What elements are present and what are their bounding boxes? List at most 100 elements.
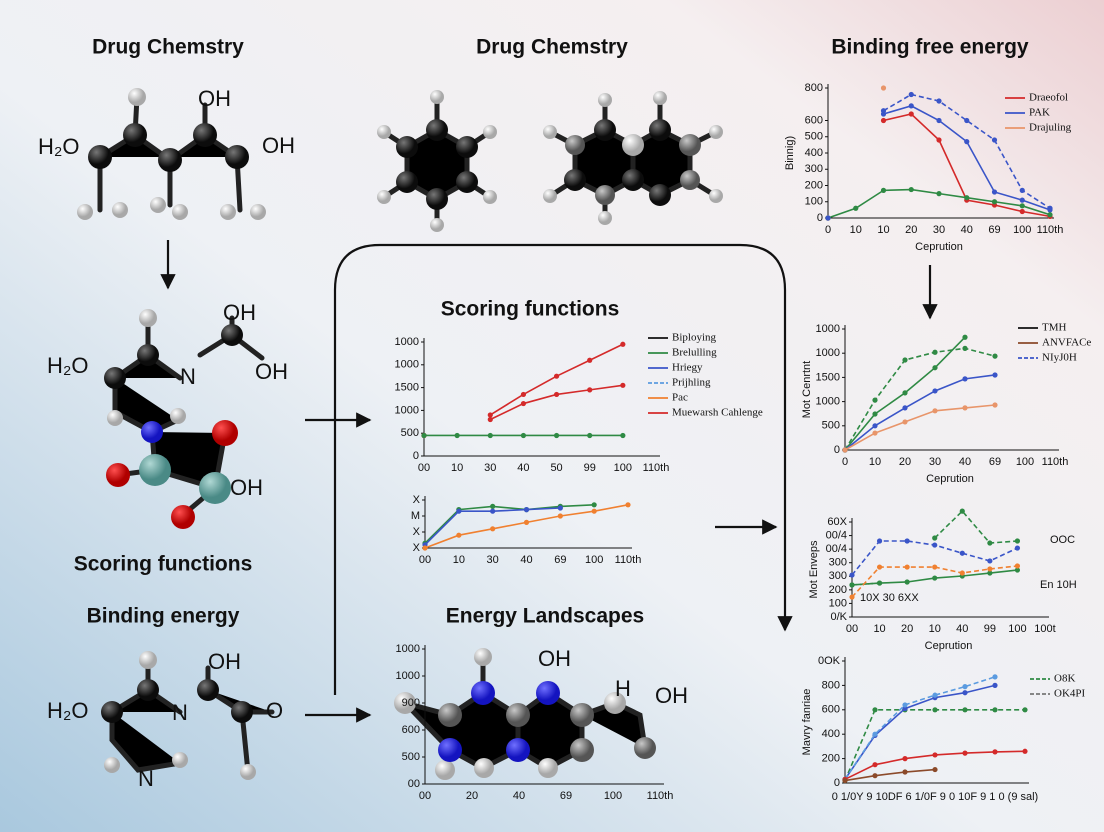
data-point — [1014, 545, 1021, 551]
data-point — [842, 777, 848, 784]
data-point — [853, 205, 859, 211]
data-point — [872, 762, 878, 768]
data-point — [487, 416, 493, 423]
y-tick-label: 1000 — [816, 347, 840, 359]
data-point — [456, 532, 462, 538]
x-tick-label: 40 — [513, 790, 525, 802]
data-point — [872, 423, 878, 429]
data-point — [557, 513, 563, 519]
x-tick-label: 0 — [825, 224, 831, 236]
y-tick-label: 300 — [829, 557, 847, 569]
y-tick-label: M — [411, 510, 420, 522]
data-point — [880, 108, 887, 114]
data-point — [421, 432, 427, 439]
data-point — [962, 684, 968, 690]
x-tick-label: 30 — [929, 456, 941, 468]
y-tick-label: 00/4 — [826, 529, 847, 541]
atom-label: OH — [655, 683, 688, 708]
data-point — [880, 187, 887, 193]
x-tick-label: 10 — [850, 224, 862, 236]
x-tick-label: 100 — [1016, 456, 1034, 468]
data-point — [880, 117, 887, 124]
data-point — [962, 750, 968, 756]
data-point — [936, 98, 942, 104]
data-point — [964, 117, 970, 124]
x-tick-label: 30 — [933, 224, 945, 236]
atom-label: N — [172, 700, 188, 725]
y-tick-label: 1500 — [816, 371, 840, 383]
y-tick-label: 1000 — [395, 359, 419, 371]
x-tick-label: 20 — [905, 224, 917, 236]
data-point — [587, 432, 593, 439]
data-point — [902, 769, 908, 775]
legend-label: ANVFACe — [1042, 337, 1091, 349]
data-point — [992, 353, 998, 359]
x-tick-label: 30 — [484, 462, 496, 474]
data-point — [849, 582, 855, 588]
data-point — [904, 579, 910, 585]
y-axis-label: Mot Enveps — [808, 540, 820, 599]
heading: Binding energy — [87, 605, 240, 628]
data-point — [932, 564, 938, 570]
data-point — [553, 432, 560, 439]
x-axis-label: Ceprution — [925, 640, 973, 652]
data-point — [620, 341, 626, 347]
x-tick-label: 100 — [1013, 224, 1031, 236]
annotation: OOC — [1050, 534, 1075, 546]
data-point — [932, 542, 938, 548]
data-point — [902, 357, 908, 363]
y-tick-label: 900 — [402, 697, 420, 709]
x-tick-label: 40 — [520, 554, 532, 566]
x-tick-label: 100 — [604, 790, 622, 802]
data-point — [1019, 197, 1025, 203]
data-point — [876, 538, 883, 544]
x-tick-label: 40 — [517, 462, 529, 474]
x-tick-label: 100t — [1034, 623, 1055, 635]
heading: Drug Chemstry — [92, 36, 244, 59]
x-tick-label: 99 — [984, 623, 996, 635]
legend-label: Muewarsh Cahlenge — [672, 407, 763, 419]
y-tick-label: 0 — [817, 212, 823, 224]
molecule: H₂O OH N O N — [47, 649, 283, 791]
data-point — [992, 402, 998, 408]
y-tick-label: 500 — [402, 751, 420, 763]
x-tick-label: 110th — [1037, 224, 1064, 236]
atom-label: H — [615, 676, 631, 701]
data-point — [936, 137, 942, 143]
data-point — [520, 400, 527, 407]
data-point — [932, 766, 938, 773]
data-point — [620, 382, 626, 388]
y-tick-label: 0/K — [830, 611, 847, 623]
data-point — [932, 349, 938, 355]
y-tick-label: 1000 — [816, 396, 840, 408]
x-tick-label: 20 — [466, 790, 478, 802]
data-point — [962, 345, 968, 351]
x-tick-label: 10 — [877, 224, 889, 236]
data-point — [1014, 563, 1021, 569]
x-tick-label: 40 — [959, 456, 971, 468]
y-tick-label: 1000 — [816, 323, 840, 335]
y-tick-label: 60X — [827, 516, 847, 528]
x-tick-label: 10 — [451, 462, 463, 474]
atom-label: O — [266, 698, 283, 723]
data-point — [932, 752, 938, 758]
atom-label: N — [138, 766, 154, 791]
y-tick-label: X — [413, 542, 421, 554]
data-point — [849, 594, 855, 600]
data-point — [490, 503, 496, 509]
atom-label: H₂O — [47, 698, 89, 723]
y-tick-label: 300 — [829, 570, 847, 582]
data-point — [991, 189, 998, 195]
data-point — [1022, 748, 1028, 754]
data-point — [456, 508, 462, 514]
legend-label: OK4PI — [1054, 688, 1086, 700]
x-tick-label: 69 — [560, 790, 572, 802]
y-tick-label: 600 — [805, 114, 823, 126]
y-tick-label: 0 — [834, 444, 840, 456]
x-tick-label: 69 — [988, 224, 1000, 236]
y-tick-label: 0 — [413, 450, 419, 462]
atom-label: OH — [223, 300, 256, 325]
data-point — [1019, 203, 1025, 209]
x-tick-label: 69 — [554, 554, 566, 566]
series-line — [424, 504, 595, 544]
